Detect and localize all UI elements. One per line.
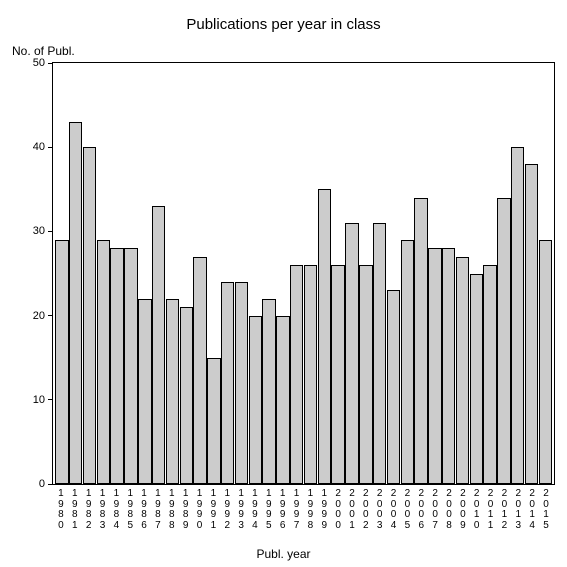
bar: [69, 122, 82, 484]
bar: [290, 265, 303, 484]
x-tick-label: 2004: [387, 489, 401, 531]
bar: [428, 248, 441, 484]
bar: [166, 299, 179, 484]
bar: [304, 265, 317, 484]
x-tick-label: 2006: [414, 489, 428, 531]
x-tick-label: 1986: [137, 489, 151, 531]
y-tick-mark: [48, 315, 53, 316]
bar: [539, 240, 552, 484]
x-tick-label: 1984: [109, 489, 123, 531]
bar: [318, 189, 331, 484]
y-axis-title: No. of Publ.: [12, 44, 75, 58]
x-tick-label: 2002: [359, 489, 373, 531]
bar: [401, 240, 414, 484]
x-tick-label: 1985: [123, 489, 137, 531]
bar: [55, 240, 68, 484]
x-tick-label: 1983: [96, 489, 110, 531]
bar: [83, 147, 96, 484]
bar: [331, 265, 344, 484]
bar: [193, 257, 206, 484]
bars-group: [53, 63, 554, 484]
y-tick-label: 50: [17, 57, 45, 69]
x-tick-label: 2014: [525, 489, 539, 531]
x-tick-label: 1996: [276, 489, 290, 531]
x-tick-label: 2012: [498, 489, 512, 531]
bar: [483, 265, 496, 484]
x-tick-label: 1999: [317, 489, 331, 531]
y-tick-label: 10: [17, 394, 45, 406]
x-tick-label: 2003: [373, 489, 387, 531]
y-tick-mark: [48, 231, 53, 232]
x-tick-label: 1994: [248, 489, 262, 531]
x-tick-label: 1982: [82, 489, 96, 531]
x-tick-label: 2010: [470, 489, 484, 531]
bar: [525, 164, 538, 484]
y-tick-label: 20: [17, 310, 45, 322]
bar: [456, 257, 469, 484]
bar: [152, 206, 165, 484]
x-tick-label: 2015: [539, 489, 553, 531]
x-tick-label: 1992: [220, 489, 234, 531]
x-tick-label: 2001: [345, 489, 359, 531]
x-tick-label: 2005: [400, 489, 414, 531]
y-tick-label: 0: [17, 478, 45, 490]
bar: [249, 316, 262, 484]
bar: [387, 290, 400, 484]
x-axis-title: Publ. year: [0, 547, 567, 561]
x-tick-label: 2009: [456, 489, 470, 531]
bar: [180, 307, 193, 484]
y-tick-mark: [48, 399, 53, 400]
y-tick-mark: [48, 484, 53, 485]
bar: [511, 147, 524, 484]
chart-title: Publications per year in class: [0, 16, 567, 33]
bar: [497, 198, 510, 484]
x-tick-label: 1989: [179, 489, 193, 531]
x-tick-label: 2011: [484, 489, 498, 531]
x-tick-label: 1987: [151, 489, 165, 531]
x-tick-label: 1988: [165, 489, 179, 531]
bar: [221, 282, 234, 484]
bar: [414, 198, 427, 484]
bar: [442, 248, 455, 484]
x-tick-label: 1993: [234, 489, 248, 531]
x-tick-label: 1980: [54, 489, 68, 531]
x-tick-label: 1990: [193, 489, 207, 531]
x-tick-label: 1998: [303, 489, 317, 531]
x-tick-label: 1981: [68, 489, 82, 531]
bar: [97, 240, 110, 484]
bar: [359, 265, 372, 484]
y-tick-mark: [48, 147, 53, 148]
bar: [207, 358, 220, 484]
bar: [235, 282, 248, 484]
chart-container: Publications per year in class No. of Pu…: [0, 0, 567, 567]
y-tick-label: 30: [17, 225, 45, 237]
bar: [138, 299, 151, 484]
x-tick-label: 2008: [442, 489, 456, 531]
bar: [110, 248, 123, 484]
x-labels-group: 1980198119821983198419851986198719881989…: [52, 489, 555, 531]
bar: [470, 274, 483, 485]
plot-area: 01020304050: [52, 62, 555, 485]
x-tick-label: 2007: [428, 489, 442, 531]
bar: [124, 248, 137, 484]
x-tick-label: 1997: [290, 489, 304, 531]
bar: [276, 316, 289, 484]
bar: [262, 299, 275, 484]
y-tick-mark: [48, 63, 53, 64]
x-tick-label: 1995: [262, 489, 276, 531]
bar: [373, 223, 386, 484]
x-tick-label: 1991: [206, 489, 220, 531]
x-tick-label: 2013: [511, 489, 525, 531]
y-tick-label: 40: [17, 141, 45, 153]
bar: [345, 223, 358, 484]
x-tick-label: 2000: [331, 489, 345, 531]
